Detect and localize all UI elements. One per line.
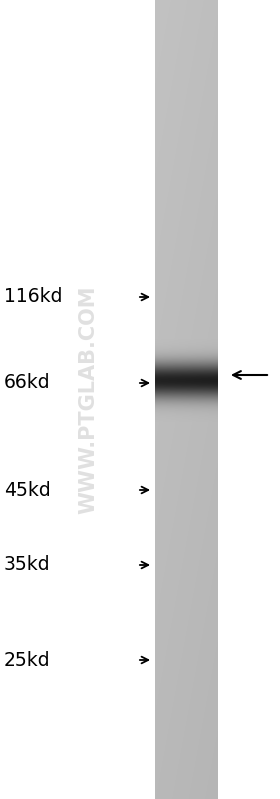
Text: 66kd: 66kd	[4, 373, 51, 392]
Text: 45kd: 45kd	[4, 480, 51, 499]
Text: WWW.PTGLAB.COM: WWW.PTGLAB.COM	[78, 286, 98, 515]
Text: 25kd: 25kd	[4, 650, 51, 670]
Text: 116kd: 116kd	[4, 288, 62, 307]
Text: 35kd: 35kd	[4, 555, 51, 574]
